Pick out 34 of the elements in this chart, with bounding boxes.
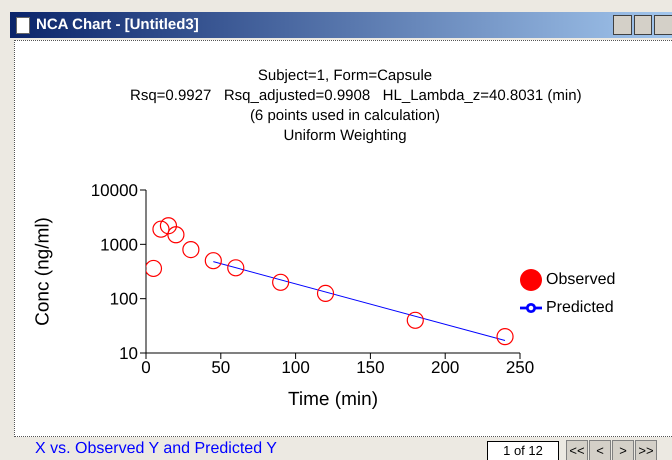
x-tick-label: 150 [356,358,385,378]
y-tick-label: 1000 [100,235,138,254]
point [272,274,290,291]
text: 1 of 12 [487,441,559,460]
point [160,217,178,234]
y-tick-label: 100 [110,290,138,309]
x-tick-label: 200 [431,358,460,378]
text: NCA Chart - [Untitled3] [36,15,199,35]
text: > [612,440,634,460]
point [406,312,424,329]
point [316,284,334,302]
chart-title: Subject=1, Form=Capsule [256,66,434,86]
x-axis-title: Time (min) [288,389,378,410]
text: < [589,440,611,460]
chart-subtitle: Rsq=0.9927 Rsq_adjusted=0.9908 HL_Lambda_z=40.8031 (min) (6 points used in calculation) Uniform Weighting [130,86,582,146]
point [204,252,222,270]
point [496,328,514,346]
point [227,259,244,276]
point [182,241,200,258]
legend-label: Predicted [546,299,614,316]
x-tick-label: 250 [506,358,534,378]
y-tick-label: 10 [119,344,138,364]
y-axis-title: Conc (ng/ml) [32,217,54,326]
point [146,260,162,278]
y-tick-label: 10000 [90,181,138,200]
text: X vs. Observed Y and Predicted Y [35,440,277,458]
x-tick-label: 0 [141,358,151,378]
text: >> [635,440,657,460]
point [152,220,170,238]
legend-label: Observed [546,271,616,288]
x-tick-label: 50 [211,358,230,378]
text: << [566,440,588,460]
point [167,226,185,244]
x-tick-label: 100 [281,358,310,378]
